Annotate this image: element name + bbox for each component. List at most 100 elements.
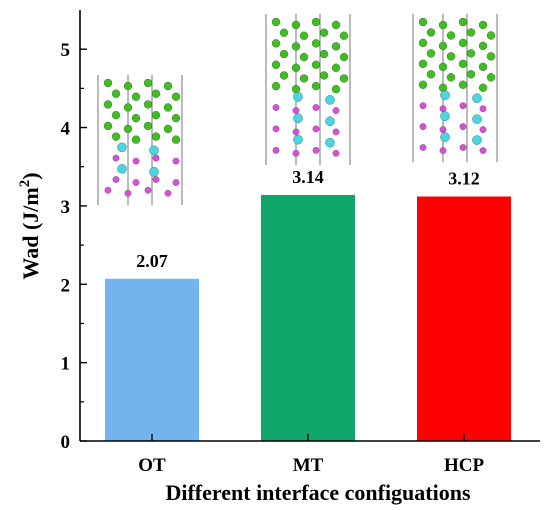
atom-magenta (132, 179, 140, 186)
atom-magenta (172, 179, 180, 186)
atom-magenta (112, 176, 120, 183)
atom-magenta (312, 146, 320, 154)
atom-magenta (132, 157, 140, 165)
atom-green (438, 41, 448, 51)
atom-green (446, 31, 456, 40)
atom-green (171, 135, 181, 144)
atom-green (418, 38, 428, 48)
atom-green (339, 31, 349, 40)
atom-green (271, 82, 281, 91)
atom-green (478, 41, 488, 51)
atom-cyan (293, 134, 303, 145)
atom-green (486, 52, 496, 61)
atom-green (291, 63, 301, 72)
atom-green (339, 74, 349, 83)
atom-green (311, 17, 321, 27)
atom-magenta (104, 186, 112, 194)
atom-green (163, 81, 173, 91)
atom-magenta (439, 105, 447, 113)
x-axis-title: Different interface configuations (165, 480, 471, 505)
atom-green (478, 62, 488, 71)
atom-green (171, 92, 181, 101)
atom-green (143, 100, 153, 109)
atom-green (151, 89, 161, 98)
atom-green (299, 74, 309, 83)
data-label-hcp: 3.12 (448, 169, 480, 189)
atom-green (311, 82, 321, 91)
atom-green (319, 49, 329, 59)
atom-green (279, 28, 289, 37)
atom-magenta (152, 154, 160, 162)
data-label-ot: 2.07 (136, 251, 168, 271)
atom-green (438, 20, 448, 30)
atom-green (123, 124, 133, 134)
y-tick-label: 2 (61, 275, 71, 296)
atom-magenta (292, 107, 300, 114)
bar-mt (261, 194, 355, 441)
atom-green (171, 114, 181, 123)
inset-mt-structure (265, 14, 351, 165)
atom-cyan (117, 164, 127, 174)
y-tick-label: 4 (61, 119, 71, 140)
atom-green (466, 28, 476, 37)
atom-green (111, 132, 121, 141)
atom-magenta (124, 189, 132, 197)
atom-magenta (332, 149, 340, 157)
atom-magenta (439, 147, 447, 154)
atom-green (486, 73, 496, 82)
atom-cyan (149, 145, 159, 156)
y-tick-label: 1 (61, 354, 71, 375)
atom-cyan (325, 95, 335, 105)
axes-layer (79, 10, 540, 442)
atom-green (458, 17, 468, 27)
atom-cyan (149, 167, 159, 177)
atom-green (131, 135, 141, 144)
x-tick-label-hcp: HCP (444, 455, 485, 476)
atom-green (438, 62, 448, 71)
labels-layer: 2.07 3.14 3.12 0 1 2 3 4 5 OT MT HCP Different inter… (17, 40, 484, 505)
atom-green (151, 132, 161, 141)
y-axis-title: Wad (J/m2) (17, 172, 43, 279)
atom-green (426, 49, 436, 58)
atom-green (319, 71, 329, 80)
atom-magenta (332, 128, 340, 136)
atom-green (299, 31, 309, 40)
atom-green (319, 28, 329, 37)
atom-cyan (472, 135, 482, 145)
atom-green (279, 71, 289, 80)
atom-green (143, 78, 153, 88)
x-tick-label-mt: MT (293, 455, 324, 476)
atom-green (291, 85, 301, 94)
atom-cyan (472, 114, 482, 124)
atom-magenta (164, 189, 172, 197)
atom-cyan (472, 93, 482, 103)
atom-magenta (332, 107, 340, 114)
atom-green (111, 111, 121, 120)
atom-magenta (479, 147, 487, 154)
atom-magenta (312, 125, 320, 133)
atom-magenta (419, 102, 427, 110)
atom-magenta (272, 104, 280, 111)
atom-green (291, 42, 301, 51)
inset-ot-structure (97, 75, 183, 205)
atom-cyan (325, 116, 335, 126)
atom-magenta (172, 157, 180, 165)
atom-green (111, 89, 121, 98)
y-tick-label: 5 (61, 40, 71, 61)
atom-magenta (144, 186, 152, 194)
atom-green (446, 73, 456, 82)
atom-cyan (440, 111, 450, 121)
atom-cyan (325, 137, 335, 148)
atom-magenta (152, 176, 160, 183)
atom-green (143, 121, 153, 131)
atom-green (123, 103, 133, 112)
atom-green (279, 49, 289, 59)
atom-green (458, 38, 468, 48)
atom-green (123, 81, 133, 91)
atom-green (299, 52, 309, 62)
atom-magenta (419, 144, 427, 151)
atom-green (418, 80, 428, 89)
atom-green (339, 52, 349, 62)
atom-green (291, 20, 301, 30)
